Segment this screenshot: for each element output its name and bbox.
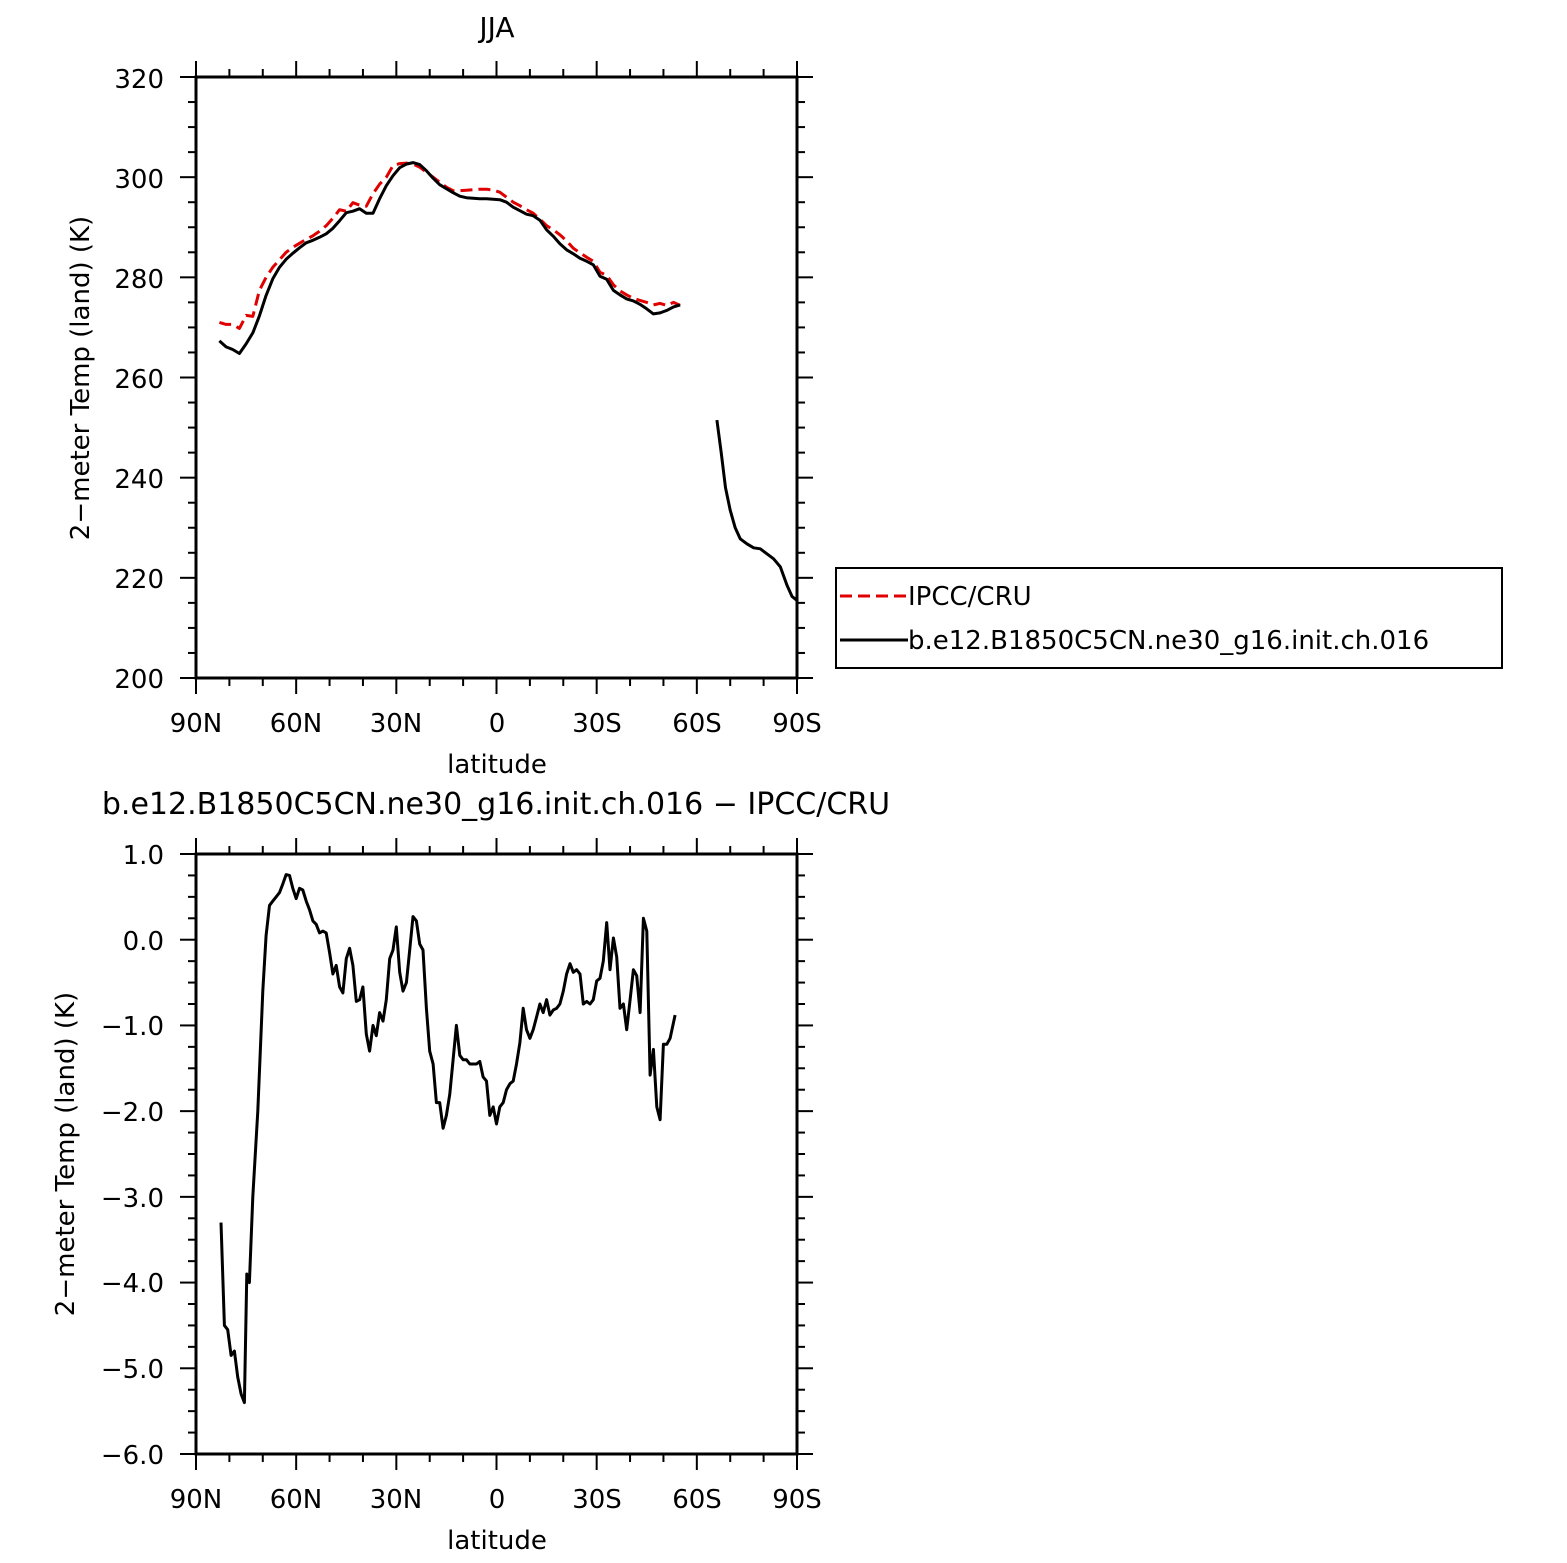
top-y-tick-label: 260 [114, 365, 164, 395]
top-x-tick-labels: 90N 60N 30N 0 30S 60S 90S [170, 709, 822, 739]
bottom-ticks [180, 838, 813, 1470]
bottom-y-tick-label: 1.0 [123, 841, 164, 871]
bottom-x-tick-label: 60N [270, 1485, 323, 1515]
bottom-chart-title: b.e12.B1850C5CN.ne30_g16.init.ch.016 − I… [102, 787, 890, 822]
bottom-x-axis-label: latitude [447, 1526, 547, 1556]
top-y-tick-label: 320 [114, 65, 164, 95]
top-x-tick-label: 60S [672, 709, 722, 739]
bottom-x-tick-labels: 90N 60N 30N 0 30S 60S 90S [170, 1485, 822, 1515]
top-y-tick-label: 240 [114, 465, 164, 495]
bottom-x-tick-label: 30S [572, 1485, 622, 1515]
bottom-x-tick-label: 60S [672, 1485, 722, 1515]
top-y-tick-label: 280 [114, 265, 164, 295]
bottom-y-tick-labels: 1.0 0.0 −1.0 −2.0 −3.0 −4.0 −5.0 −6.0 [101, 841, 164, 1471]
legend-label-model: b.e12.B1850C5CN.ne30_g16.init.ch.016 [908, 626, 1429, 656]
top-x-tick-label: 90N [170, 709, 223, 739]
bottom-x-tick-label: 90S [772, 1485, 822, 1515]
legend: IPCC/CRU b.e12.B1850C5CN.ne30_g16.init.c… [835, 567, 1503, 669]
bottom-y-tick-label: −5.0 [101, 1355, 164, 1385]
top-series-line-obs [218, 161, 681, 330]
top-data-marks [218, 161, 798, 602]
bottom-x-tick-label: 0 [489, 1485, 506, 1515]
top-plot-frame [194, 75, 799, 680]
top-x-tick-label: 90S [772, 709, 822, 739]
bottom-y-tick-label: −1.0 [101, 1012, 164, 1042]
bottom-data-marks [219, 873, 677, 1405]
top-y-tick-label: 300 [114, 165, 164, 195]
bottom-y-tick-label: −4.0 [101, 1269, 164, 1299]
bottom-y-tick-label: −3.0 [101, 1184, 164, 1214]
bottom-y-tick-label: −6.0 [101, 1441, 164, 1471]
top-x-tick-label: 0 [489, 709, 506, 739]
bottom-y-tick-label: 0.0 [123, 927, 164, 957]
bottom-x-tick-label: 30N [370, 1485, 423, 1515]
bottom-x-tick-label: 90N [170, 1485, 223, 1515]
bottom-y-tick-label: −2.0 [101, 1098, 164, 1128]
top-y-tick-label: 220 [114, 565, 164, 595]
top-x-tick-label: 30N [370, 709, 423, 739]
top-x-tick-label: 60N [270, 709, 323, 739]
top-chart-title: JJA [477, 11, 514, 44]
top-y-tick-labels: 200 220 240 260 280 300 320 [114, 65, 164, 695]
bottom-panel: b.e12.B1850C5CN.ne30_g16.init.ch.016 − I… [51, 787, 890, 1556]
top-series-line-model [218, 161, 798, 602]
legend-box [835, 567, 1503, 669]
bottom-series-line-model [219, 873, 677, 1405]
legend-label-obs: IPCC/CRU [908, 582, 1032, 612]
bottom-plot-frame [194, 852, 799, 1456]
top-x-axis-label: latitude [447, 750, 547, 780]
top-panel: JJA 90N 60N 30N 0 30S 60S 90S 200 220 24… [66, 11, 822, 780]
top-ticks [180, 61, 813, 694]
top-y-tick-label: 200 [114, 665, 164, 695]
bottom-y-axis-label: 2−meter Temp (land) (K) [51, 992, 81, 1316]
top-x-tick-label: 30S [572, 709, 622, 739]
top-y-axis-label: 2−meter Temp (land) (K) [66, 216, 96, 540]
